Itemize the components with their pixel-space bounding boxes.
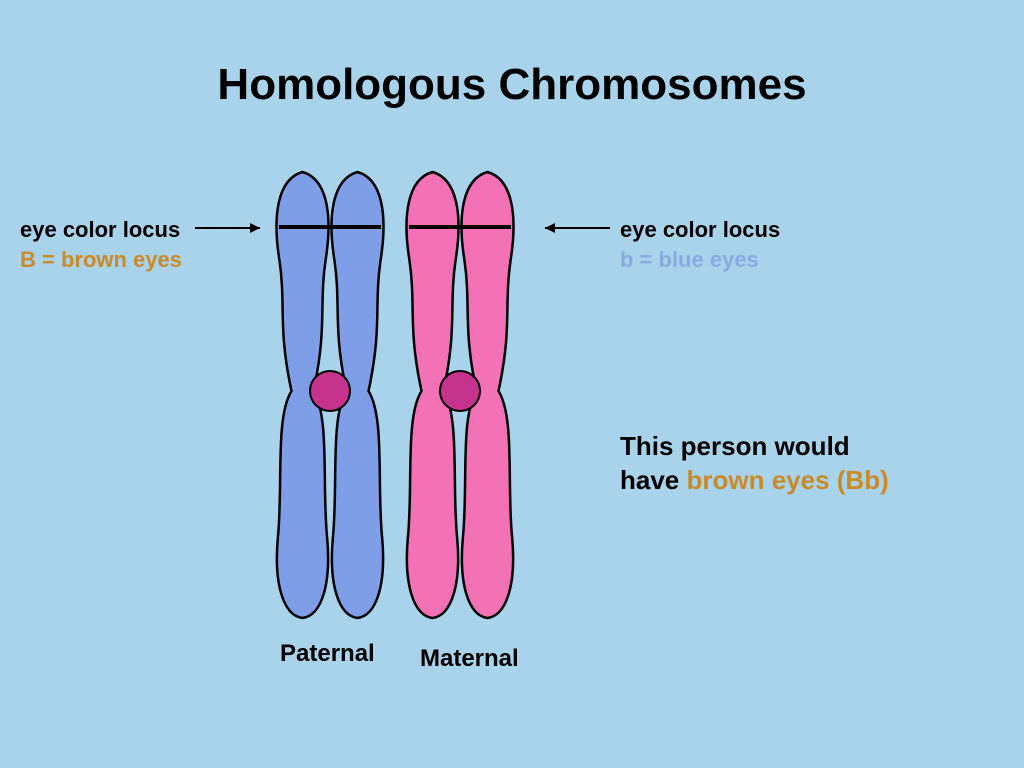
result-line1: This person would: [620, 430, 889, 464]
result-genotype: brown eyes (Bb): [687, 465, 889, 495]
right-locus-allele: b = blue eyes: [620, 245, 780, 275]
left-locus-label: eye color locus B = brown eyes: [20, 215, 182, 274]
left-locus-line1: eye color locus: [20, 215, 182, 245]
result-line2a: have: [620, 465, 687, 495]
paternal-centromere: [309, 370, 351, 412]
maternal-locus-band: [409, 225, 511, 229]
right-locus-label: eye color locus b = blue eyes: [620, 215, 780, 274]
maternal-centromere: [439, 370, 481, 412]
paternal-locus-band: [279, 225, 381, 229]
paternal-label: Paternal: [280, 640, 375, 668]
left-locus-allele: B = brown eyes: [20, 245, 182, 275]
right-locus-line1: eye color locus: [620, 215, 780, 245]
phenotype-result: This person would have brown eyes (Bb): [620, 430, 889, 498]
result-line2: have brown eyes (Bb): [620, 464, 889, 498]
page-title: Homologous Chromosomes: [0, 60, 1024, 110]
maternal-label: Maternal: [420, 645, 519, 673]
chromosome-diagram: [270, 170, 550, 620]
